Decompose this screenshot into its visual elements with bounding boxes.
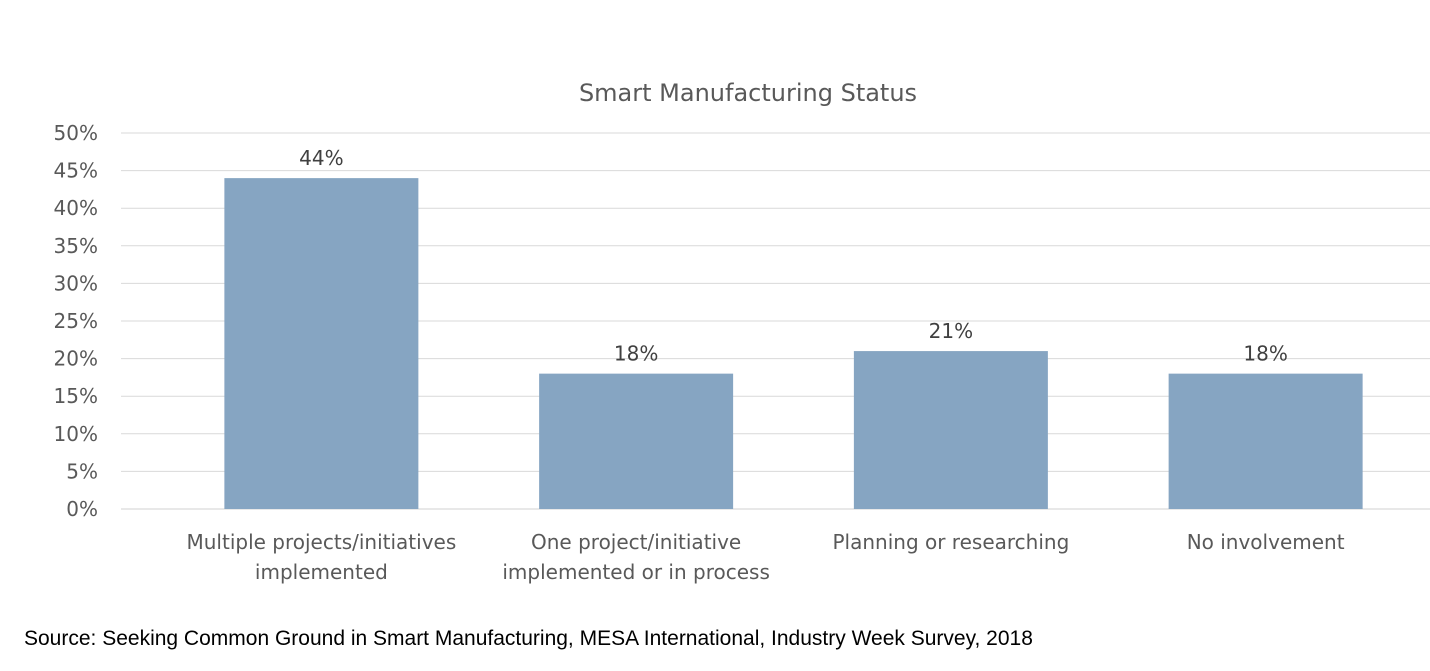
category-label: Multiple projects/initiatives implemented [186, 530, 456, 584]
bar [853, 351, 1048, 509]
y-tick-label: 45% [54, 159, 98, 183]
y-tick-label: 20% [54, 347, 98, 371]
category-labels: Multiple projects/initiatives implemented… [186, 530, 1344, 584]
y-tick-label: 10% [54, 422, 98, 446]
y-axis-ticks: 0% 5% 10% 15% 20% 25% 30% 35% 40% 45% 50% [54, 121, 98, 521]
bars [224, 178, 1363, 509]
bar [1168, 373, 1363, 509]
source-note: Source: Seeking Common Ground in Smart M… [24, 627, 1033, 650]
y-tick-label: 0% [66, 497, 98, 521]
bar [539, 373, 734, 509]
bar [224, 178, 419, 509]
category-label: Planning or researching [832, 530, 1069, 554]
y-tick-label: 50% [54, 121, 98, 145]
y-tick-label: 15% [54, 384, 98, 408]
bar-value-label: 18% [614, 342, 658, 366]
bar-value-label: 44% [299, 146, 343, 170]
y-tick-label: 5% [66, 459, 98, 483]
bar-value-label: 21% [929, 319, 973, 343]
y-tick-label: 40% [54, 196, 98, 220]
bar-value-label: 18% [1243, 342, 1287, 366]
category-label: One project/initiative implemented or in … [502, 530, 770, 584]
category-label: No involvement [1187, 530, 1345, 554]
data-labels: 44% 18% 21% 18% [299, 146, 1288, 366]
y-tick-label: 30% [54, 271, 98, 295]
y-tick-label: 35% [54, 234, 98, 258]
y-tick-label: 25% [54, 309, 98, 333]
chart-title: Smart Manufacturing Status [579, 79, 917, 107]
